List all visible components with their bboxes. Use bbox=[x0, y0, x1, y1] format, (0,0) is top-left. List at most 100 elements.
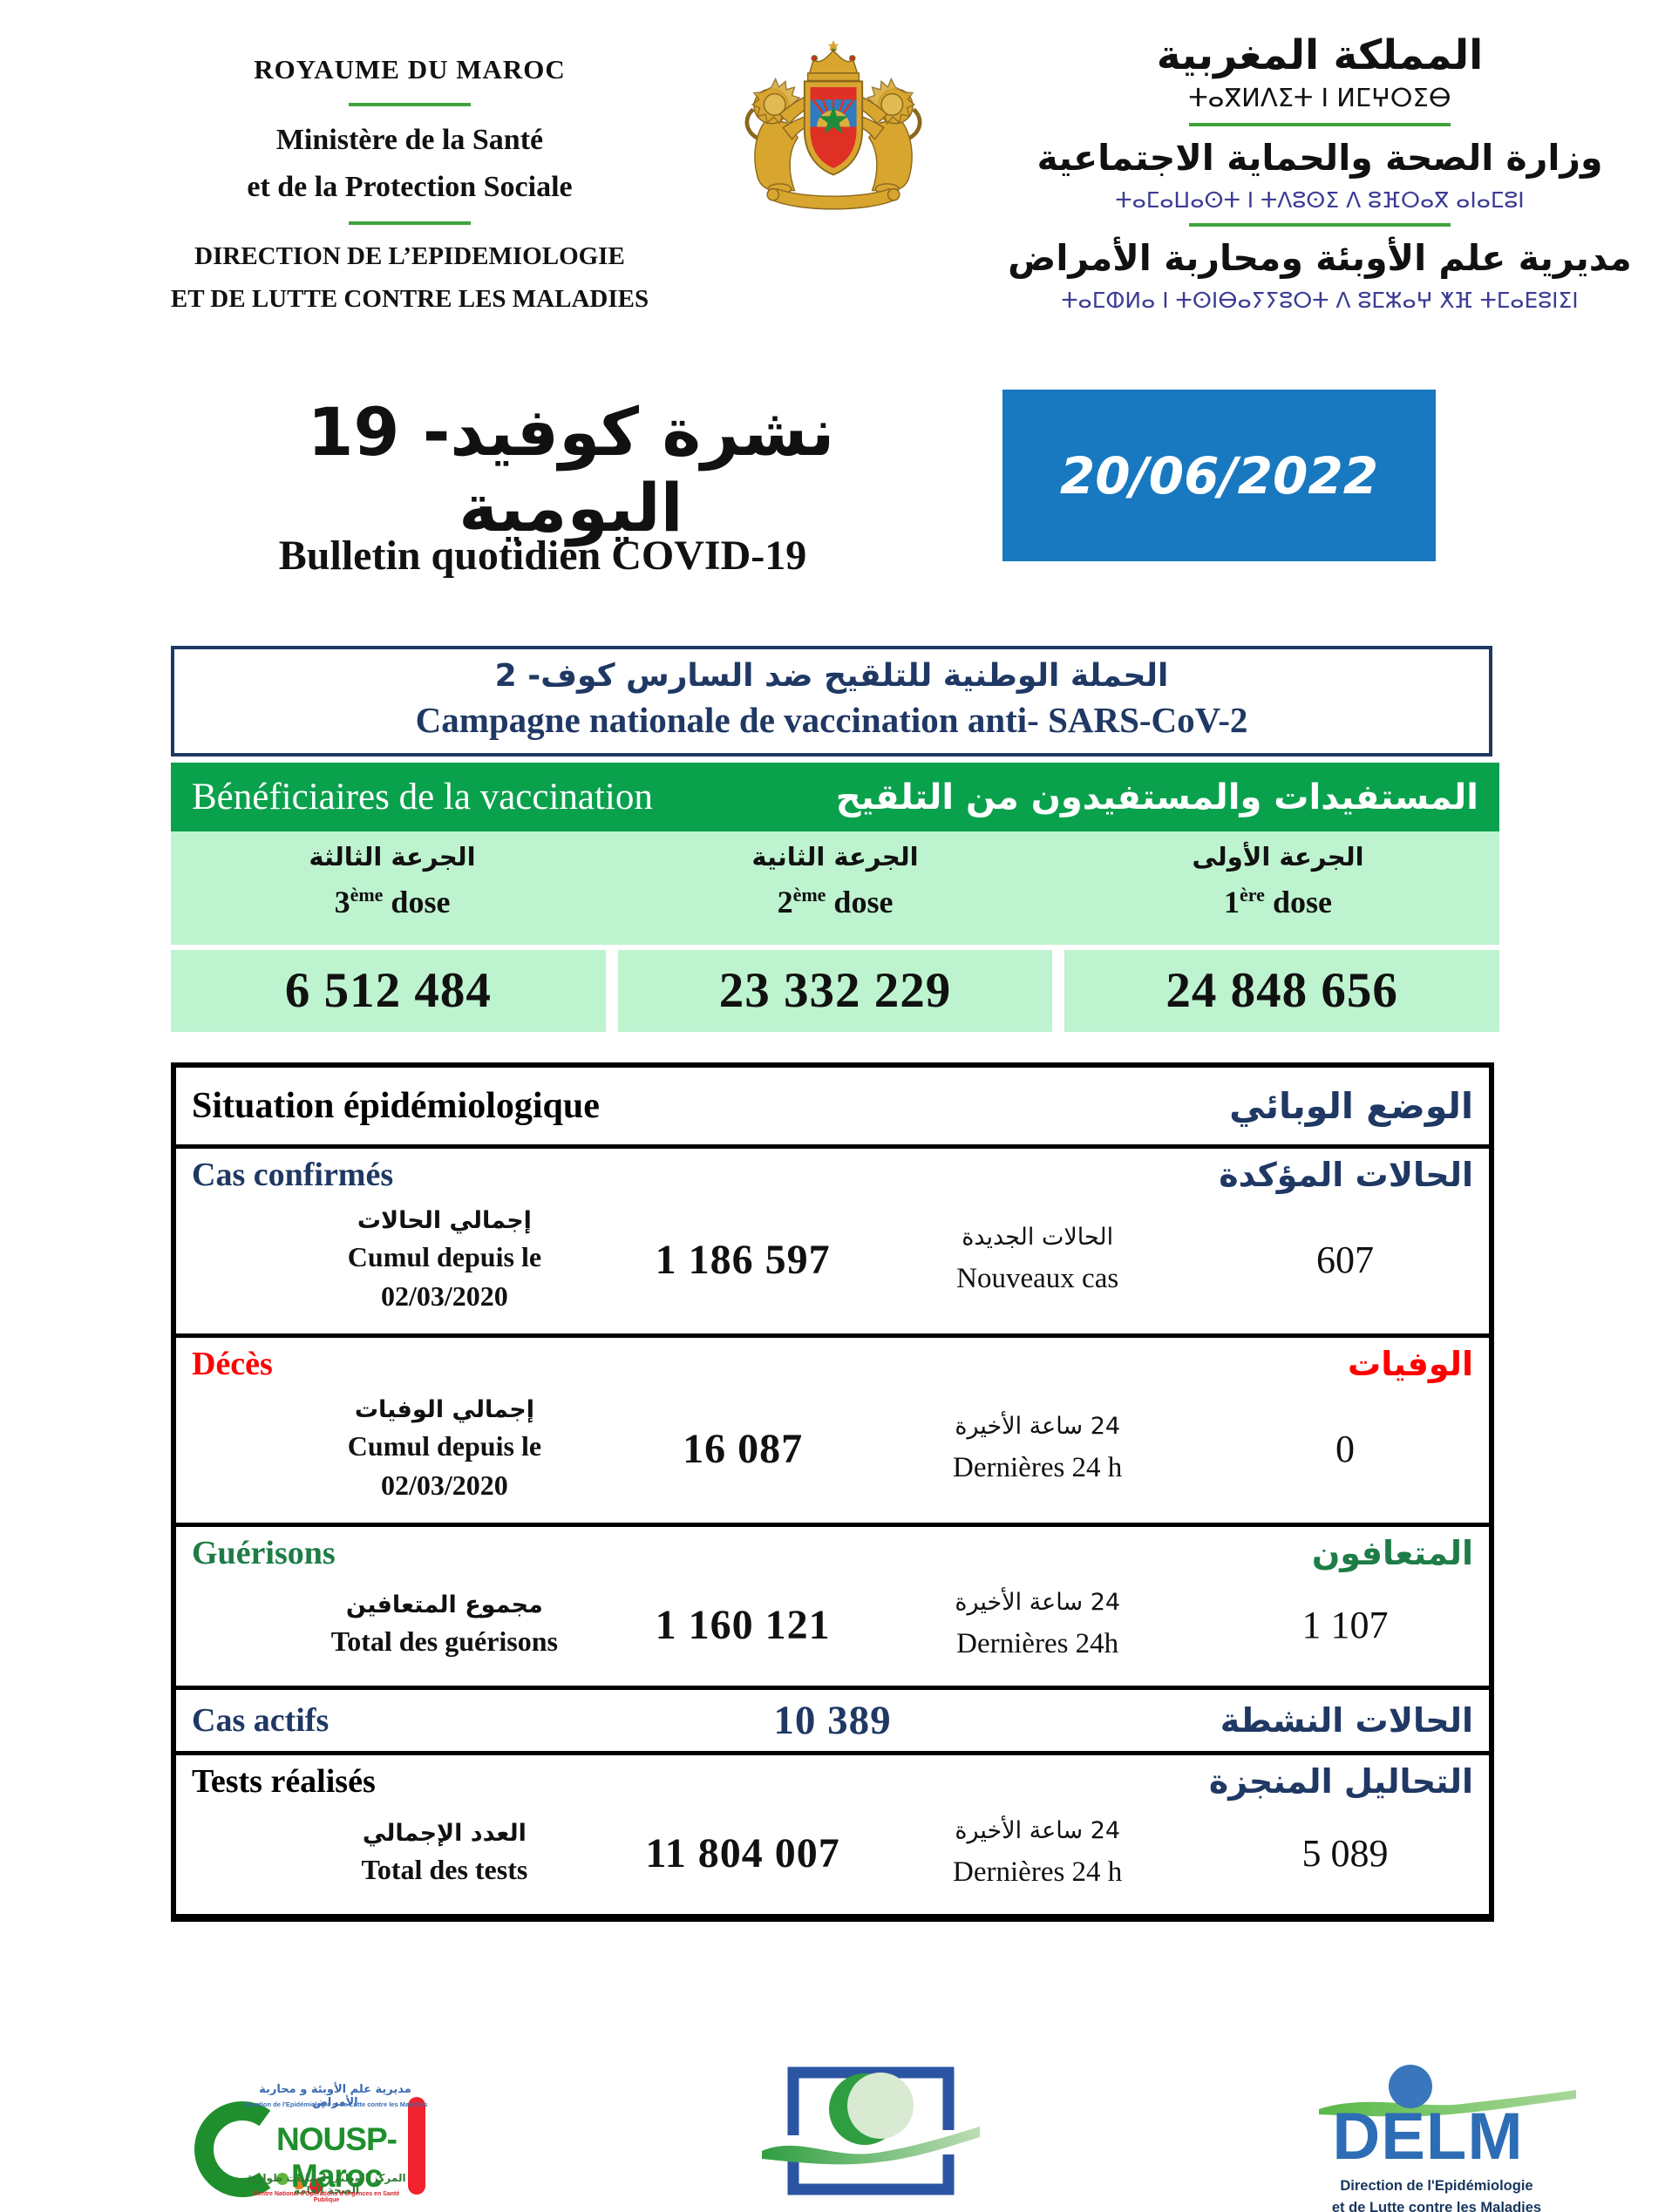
dose-column-1: الجرعة الأولى 1ère dose bbox=[1057, 831, 1499, 945]
campaign-title-arabic: الحملة الوطنية للتلقيح ضد السارس كوف- 2 bbox=[494, 658, 1169, 694]
dose-header-band: الجرعة الثالثة 3ème dose الجرعة الثانية … bbox=[171, 831, 1499, 945]
ministry-line2: et de la Protection Sociale bbox=[247, 171, 573, 203]
confirmed-recent-value: 607 bbox=[1315, 1238, 1374, 1281]
confirmed-total-value: 1 186 597 bbox=[655, 1236, 831, 1283]
cnousp-logo-graphic bbox=[194, 2097, 425, 2197]
cnousp-direction-french: Direction de l'Epidémiologie et de Lutte… bbox=[242, 2100, 428, 2108]
beneficiaries-label-french: Bénéficiaires de la vaccination bbox=[192, 777, 653, 818]
recoveries-row-content: مجموع المتعافين Total des guérisons 1 16… bbox=[192, 1572, 1473, 1677]
dose2-value: 23 332 229 bbox=[617, 950, 1053, 1032]
deaths-row-content: إجمالي الوفيات Cumul depuis le 02/03/202… bbox=[192, 1383, 1473, 1514]
delm-subtitle-line2: et de Lutte contre les Maladies bbox=[1331, 2199, 1542, 2212]
deaths-recent-label: 24 ساعة الأخيرة Dernières 24 h bbox=[953, 1413, 1123, 1483]
recoveries-title-french: Guérisons bbox=[192, 1535, 336, 1571]
kingdom-name-tifinagh: ⵜⴰⴳⵍⴷⵉⵜ ⵏ ⵍⵎⵖⵔⵉⴱ bbox=[1188, 83, 1451, 112]
bulletin-title-french: Bulletin quotidien COVID-19 bbox=[278, 533, 807, 579]
campaign-box: الحملة الوطنية للتلقيح ضد السارس كوف- 2 … bbox=[171, 646, 1492, 757]
recoveries-row-title: Guérisons المتعافون bbox=[192, 1534, 1473, 1572]
recoveries-row: Guérisons المتعافون مجموع المتعافين Tota… bbox=[176, 1523, 1489, 1686]
recoveries-recent-value: 1 107 bbox=[1301, 1603, 1389, 1646]
direction-name-arabic: مديرية علم الأوبئة ومحاربة الأمراض bbox=[1008, 237, 1632, 279]
kingdom-name-arabic: المملكة المغربية bbox=[1156, 31, 1484, 79]
delm-logo: DELM Direction de l'Epidémiologie et de … bbox=[1315, 2064, 1587, 2212]
confirmed-cases-row: Cas confirmés الحالات المؤكدة إجمالي الح… bbox=[176, 1144, 1489, 1333]
tests-row-title: Tests réalisés التحاليل المنجزة bbox=[192, 1762, 1473, 1801]
green-divider bbox=[349, 221, 471, 225]
confirmed-title-arabic: الحالات المؤكدة bbox=[1219, 1156, 1473, 1194]
ministry-name-arabic: وزارة الصحة والحماية الاجتماعية bbox=[1036, 137, 1603, 179]
deaths-total-label: إجمالي الوفيات Cumul depuis le 02/03/202… bbox=[347, 1395, 542, 1501]
tests-total-value: 11 804 007 bbox=[645, 1829, 840, 1876]
green-divider bbox=[349, 103, 471, 106]
deaths-total-value: 16 087 bbox=[683, 1425, 804, 1472]
campaign-title-french: Campagne nationale de vaccination anti- … bbox=[415, 700, 1248, 740]
dose1-label-french: 1ère dose bbox=[1224, 884, 1332, 919]
dose3-label-french: 3ème dose bbox=[334, 884, 451, 919]
header-right-block: المملكة المغربية ⵜⴰⴳⵍⴷⵉⵜ ⵏ ⵍⵎⵖⵔⵉⴱ وزارة … bbox=[983, 31, 1656, 313]
dose3-value: 6 512 484 bbox=[171, 950, 606, 1032]
recoveries-recent-label: 24 ساعة الأخيرة Dernières 24h bbox=[955, 1589, 1121, 1659]
delm-name: DELM bbox=[1332, 2100, 1524, 2174]
confirmed-title-french: Cas confirmés bbox=[192, 1157, 394, 1193]
deaths-title-arabic: الوفيات bbox=[1348, 1345, 1473, 1383]
dose1-value: 24 848 656 bbox=[1064, 950, 1500, 1032]
header-left-block: ROYAUME DU MAROC Ministère de la Santé e… bbox=[131, 54, 689, 314]
recoveries-title-arabic: المتعافون bbox=[1311, 1534, 1473, 1572]
situation-table-header: Situation épidémiologique الوضع الوبائي bbox=[176, 1068, 1489, 1144]
bulletin-date: 20/06/2022 bbox=[1059, 445, 1379, 506]
confirmed-row-content: إجمالي الحالات Cumul depuis le 02/03/202… bbox=[192, 1194, 1473, 1325]
ministry-line1: Ministère de la Santé bbox=[275, 124, 544, 156]
confirmed-row-title: Cas confirmés الحالات المؤكدة bbox=[192, 1156, 1473, 1194]
cnousp-center-arabic: المركز الوطني لعمليات طوارئ الصحة العامة bbox=[247, 2172, 406, 2196]
delm-logo-graphic bbox=[1319, 2065, 1576, 2117]
cnousp-direction-arabic: مديرية علم الأوبئة و محاربة الأمراض bbox=[259, 2083, 411, 2109]
active-cases-row: Cas actifs 10 389 الحالات النشطة bbox=[176, 1686, 1489, 1751]
deaths-title-french: Décès bbox=[192, 1346, 273, 1382]
tests-total-label: العدد الإجمالي Total des tests bbox=[361, 1820, 528, 1885]
confirmed-total-label: إجمالي الحالات Cumul depuis le 02/03/202… bbox=[347, 1206, 542, 1312]
recoveries-total-label: مجموع المتعافين Total des guérisons bbox=[330, 1591, 558, 1657]
dose-column-2: الجرعة الثانية 2ème dose bbox=[614, 831, 1057, 945]
situation-table: Situation épidémiologique الوضع الوبائي … bbox=[171, 1062, 1494, 1922]
green-divider bbox=[1189, 223, 1451, 227]
beneficiaries-bar: Bénéficiaires de la vaccination المستفيد… bbox=[171, 763, 1499, 831]
dose1-label-arabic: الجرعة الأولى bbox=[1192, 842, 1364, 872]
direction-line1: DIRECTION DE L’EPIDEMIOLOGIE bbox=[194, 242, 625, 270]
active-title-arabic: الحالات النشطة bbox=[1220, 1701, 1473, 1740]
bulletin-title-arabic: نشرة كوفيد- 19 اليومية bbox=[307, 393, 835, 547]
dose2-label-arabic: الجرعة الثانية bbox=[751, 842, 919, 872]
ministry-name-tifinagh: ⵜⴰⵎⴰⵡⴰⵙⵜ ⵏ ⵜⴷⵓⵙⵉ ⴷ ⵓⴼⵔⴰⴳ ⴰⵏⴰⵎⵓⵏ bbox=[1115, 187, 1525, 213]
active-cases-value: 10 389 bbox=[773, 1698, 892, 1743]
active-title-french: Cas actifs bbox=[192, 1702, 330, 1739]
delm-subtitle-line1: Direction de l'Epidémiologie bbox=[1340, 2178, 1533, 2194]
date-box: 20/06/2022 bbox=[1002, 390, 1436, 561]
situation-title-arabic: الوضع الوبائي bbox=[1229, 1085, 1473, 1127]
recoveries-total-value: 1 160 121 bbox=[655, 1601, 831, 1648]
cnousp-name: NOUSP-Maroc bbox=[276, 2121, 398, 2194]
delm-subtitle: Direction de l'Epidémiologie et de Lutte… bbox=[1315, 2175, 1559, 2212]
beneficiaries-label-arabic: المستفيدات والمستفيدون من التلقيح bbox=[835, 777, 1478, 818]
deaths-recent-value: 0 bbox=[1335, 1427, 1355, 1470]
confirmed-recent-label: الحالات الجديدة Nouveaux cas bbox=[956, 1224, 1119, 1294]
deaths-row: Décès الوفيات إجمالي الوفيات Cumul depui… bbox=[176, 1333, 1489, 1523]
dose3-label-arabic: الجرعة الثالثة bbox=[309, 842, 476, 872]
dose-values-row: 6 512 484 23 332 229 24 848 656 bbox=[171, 950, 1500, 1032]
cnousp-logo: مديرية علم الأوبئة و محاربة الأمراض Dire… bbox=[194, 2083, 429, 2212]
tests-recent-value: 5 089 bbox=[1301, 1831, 1389, 1875]
green-divider bbox=[1189, 123, 1451, 126]
morocco-coat-of-arms-icon bbox=[744, 39, 945, 210]
tests-row: Tests réalisés التحاليل المنجزة العدد ال… bbox=[176, 1751, 1489, 1914]
country-name: ROYAUME DU MAROC bbox=[254, 54, 566, 85]
tests-recent-label: 24 ساعة الأخيرة Dernières 24 h bbox=[953, 1817, 1123, 1888]
tests-row-content: العدد الإجمالي Total des tests 11 804 00… bbox=[192, 1801, 1473, 1905]
health-ministry-logo bbox=[762, 2066, 980, 2195]
direction-name-tifinagh: ⵜⴰⵎⵀⵍⴰ ⵏ ⵜⵙⵏⴱⴰⵢⵢⵓⵔⵜ ⴷ ⵓⵎⵣⴰⵖ ⵅⴼ ⵜⵎⴰⴹⵓⵏⵉⵏ bbox=[1061, 288, 1579, 313]
cnousp-center-french: Centre National d'Opérations d'Urgences … bbox=[253, 2191, 400, 2203]
dose-column-3: الجرعة الثالثة 3ème dose bbox=[171, 831, 614, 945]
tests-title-arabic: التحاليل المنجزة bbox=[1208, 1762, 1473, 1801]
tests-title-french: Tests réalisés bbox=[192, 1763, 376, 1800]
deaths-row-title: Décès الوفيات bbox=[192, 1345, 1473, 1383]
situation-title-french: Situation épidémiologique bbox=[192, 1086, 600, 1126]
dose2-label-french: 2ème dose bbox=[777, 884, 894, 919]
